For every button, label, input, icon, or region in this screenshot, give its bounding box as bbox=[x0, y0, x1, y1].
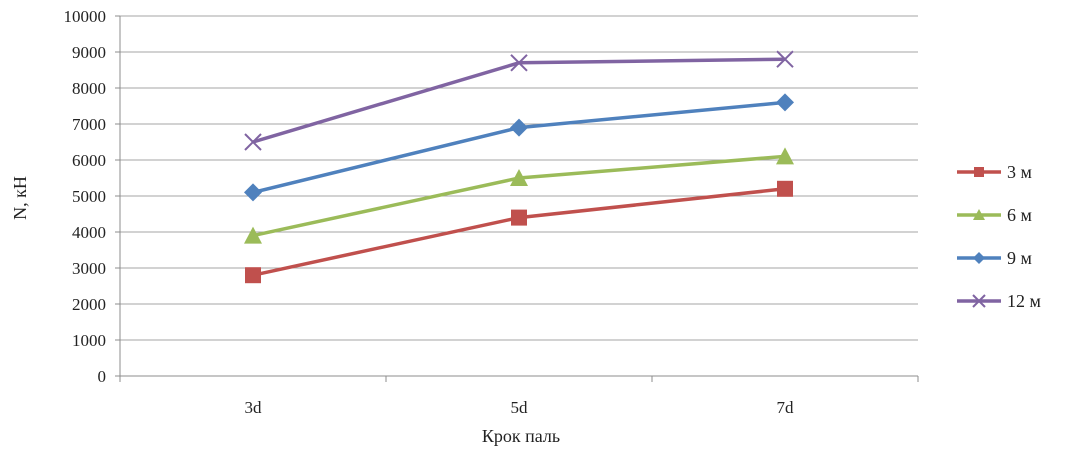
data-point-diamond bbox=[776, 93, 794, 112]
legend-item: 3 м bbox=[957, 162, 1032, 182]
data-point-triangle bbox=[244, 226, 262, 244]
axes bbox=[115, 15, 919, 382]
y-tick-label: 1000 bbox=[72, 331, 106, 350]
data-point-square bbox=[777, 180, 793, 197]
data-point-x bbox=[776, 50, 794, 68]
y-tick-label: 9000 bbox=[72, 43, 106, 62]
x-tick-label: 7d bbox=[777, 398, 795, 417]
legend-item: 9 м bbox=[957, 248, 1032, 268]
data-point-triangle bbox=[510, 169, 528, 186]
legend-label: 12 м bbox=[1007, 291, 1041, 311]
y-tick-label: 5000 bbox=[72, 187, 106, 206]
legend-item: 6 м bbox=[957, 205, 1032, 225]
series-0 bbox=[245, 180, 793, 284]
data-point-triangle bbox=[776, 147, 794, 165]
y-tick-label: 8000 bbox=[72, 79, 106, 98]
y-tick-label: 4000 bbox=[72, 223, 106, 242]
y-tick-labels: 0 1000 2000 3000 4000 5000 6000 7000 8000 9000 100… bbox=[64, 7, 107, 386]
legend-label: 9 м bbox=[1007, 248, 1032, 268]
data-point-triangle bbox=[973, 209, 985, 220]
legend-item: 12 м bbox=[957, 291, 1041, 311]
x-tick-label: 3d bbox=[245, 398, 263, 417]
series-3 bbox=[244, 50, 794, 151]
y-tick-label: 2000 bbox=[72, 295, 106, 314]
data-point-x bbox=[244, 133, 262, 151]
series-1 bbox=[244, 147, 794, 244]
x-tick-labels: 3d 5d 7d bbox=[245, 398, 795, 417]
x-axis-title: Крок паль bbox=[482, 426, 560, 446]
legend: 3 м 6 м 9 м 12 м bbox=[957, 162, 1041, 311]
x-tick-label: 5d bbox=[511, 398, 529, 417]
data-point-diamond bbox=[510, 118, 528, 137]
data-point-diamond bbox=[973, 252, 985, 264]
y-tick-label: 6000 bbox=[72, 151, 106, 170]
data-point-x bbox=[510, 54, 528, 72]
y-tick-label: 10000 bbox=[64, 7, 107, 26]
data-point-square bbox=[245, 267, 261, 284]
data-point-square bbox=[974, 167, 984, 177]
series-2 bbox=[244, 93, 794, 202]
legend-label: 6 м bbox=[1007, 205, 1032, 225]
y-tick-label: 0 bbox=[98, 367, 107, 386]
y-tick-label: 7000 bbox=[72, 115, 106, 134]
y-axis-title: N, кН bbox=[10, 176, 30, 220]
data-point-diamond bbox=[244, 183, 262, 202]
legend-label: 3 м bbox=[1007, 162, 1032, 182]
series-group bbox=[244, 50, 794, 284]
data-point-x bbox=[972, 294, 986, 308]
y-tick-label: 3000 bbox=[72, 259, 106, 278]
data-point-square bbox=[511, 209, 527, 226]
